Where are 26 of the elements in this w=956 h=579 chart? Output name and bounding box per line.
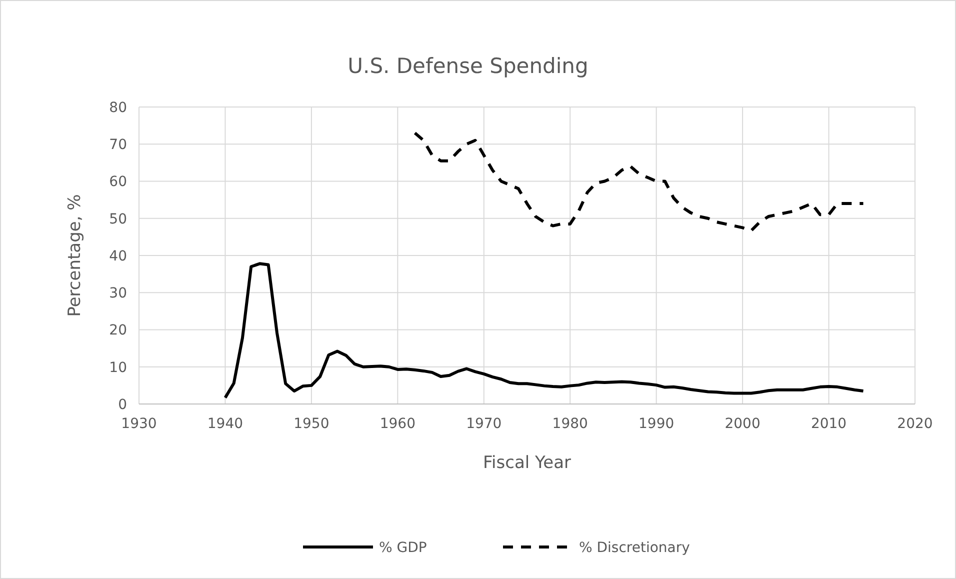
x-axis-title: Fiscal Year: [482, 453, 572, 473]
x-tick-label: 1940: [207, 416, 244, 432]
y-tick-label: 70: [109, 137, 127, 154]
y-tick-label: 60: [109, 174, 127, 190]
x-tick-label: 1970: [466, 416, 502, 432]
x-tick-label: 1950: [294, 416, 330, 432]
x-tick-label: 1930: [121, 416, 157, 432]
x-tick-label: 2010: [810, 416, 847, 432]
y-axis-title: Percentage, %: [65, 194, 85, 317]
legend-label: % Discretionary: [579, 540, 690, 556]
y-tick-label: 40: [109, 248, 127, 264]
y-tick-label: 10: [109, 360, 127, 376]
y-tick-label: 20: [109, 322, 127, 339]
x-tick-label: 1960: [380, 416, 416, 432]
y-tick-label: 30: [109, 286, 127, 302]
line-series: [224, 262, 865, 400]
x-tick-label: 1990: [638, 416, 674, 432]
x-tick-label: 2000: [724, 416, 760, 432]
y-tick-label: 0: [118, 396, 127, 413]
y-tick-label: 50: [109, 211, 127, 228]
line-series: [413, 131, 865, 232]
x-tick-label: 1980: [552, 416, 588, 432]
chart-title: U.S. Defense Spending: [348, 54, 588, 78]
y-tick-label: 80: [109, 100, 127, 116]
x-tick-label: 2020: [897, 416, 933, 432]
legend-label: % GDP: [379, 540, 427, 556]
